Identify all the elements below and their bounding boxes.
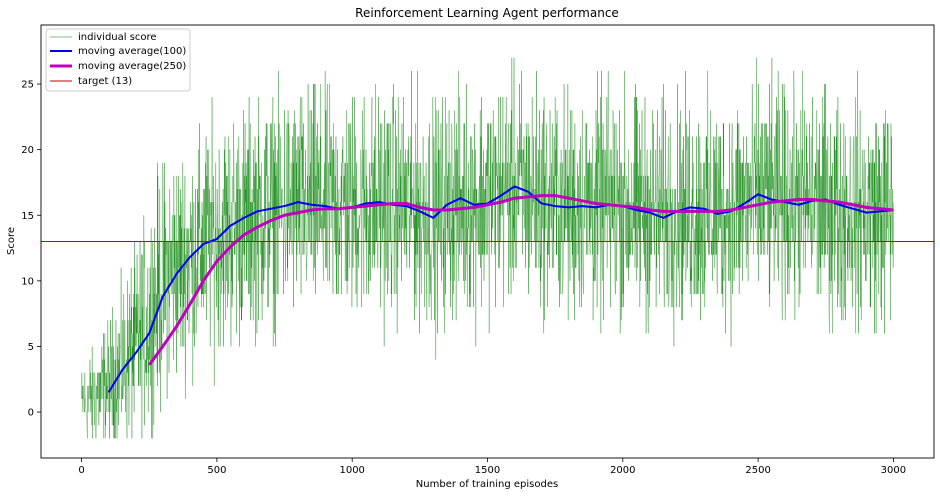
x-tick-label: 1000 xyxy=(339,465,364,476)
x-axis: 0 500 1000 1500 2000 2500 3000 xyxy=(78,458,906,476)
y-axis: 0 5 10 15 20 25 xyxy=(21,80,41,419)
x-tick-label: 2500 xyxy=(745,465,770,476)
y-tick-label: 20 xyxy=(21,145,34,156)
x-tick-label: 1500 xyxy=(475,465,500,476)
legend-label-target: target (13) xyxy=(78,76,132,87)
legend: individual score moving average(100) mov… xyxy=(45,28,191,92)
y-tick-label: 25 xyxy=(21,80,34,91)
y-tick-label: 5 xyxy=(28,342,34,353)
y-axis-title: Score xyxy=(6,227,17,255)
series-layer xyxy=(41,57,934,439)
legend-label-moving-average-100: moving average(100) xyxy=(78,46,186,57)
x-axis-title: Number of training episodes xyxy=(416,479,558,490)
series-individual-score xyxy=(81,57,894,439)
y-tick-label: 10 xyxy=(21,276,34,287)
x-tick-label: 3000 xyxy=(881,465,906,476)
series-moving-average-100 xyxy=(107,185,894,393)
legend-label-individual-score: individual score xyxy=(78,32,157,43)
y-tick-label: 0 xyxy=(28,408,34,419)
legend-box xyxy=(45,28,191,92)
x-tick-label: 2000 xyxy=(610,465,635,476)
series-moving-average-250 xyxy=(148,194,894,366)
x-tick-label: 500 xyxy=(207,465,226,476)
legend-label-moving-average-250: moving average(250) xyxy=(78,61,186,72)
x-tick-label: 0 xyxy=(78,465,84,476)
y-tick-label: 15 xyxy=(21,211,34,222)
chart-title: Reinforcement Learning Agent performance xyxy=(355,6,619,20)
